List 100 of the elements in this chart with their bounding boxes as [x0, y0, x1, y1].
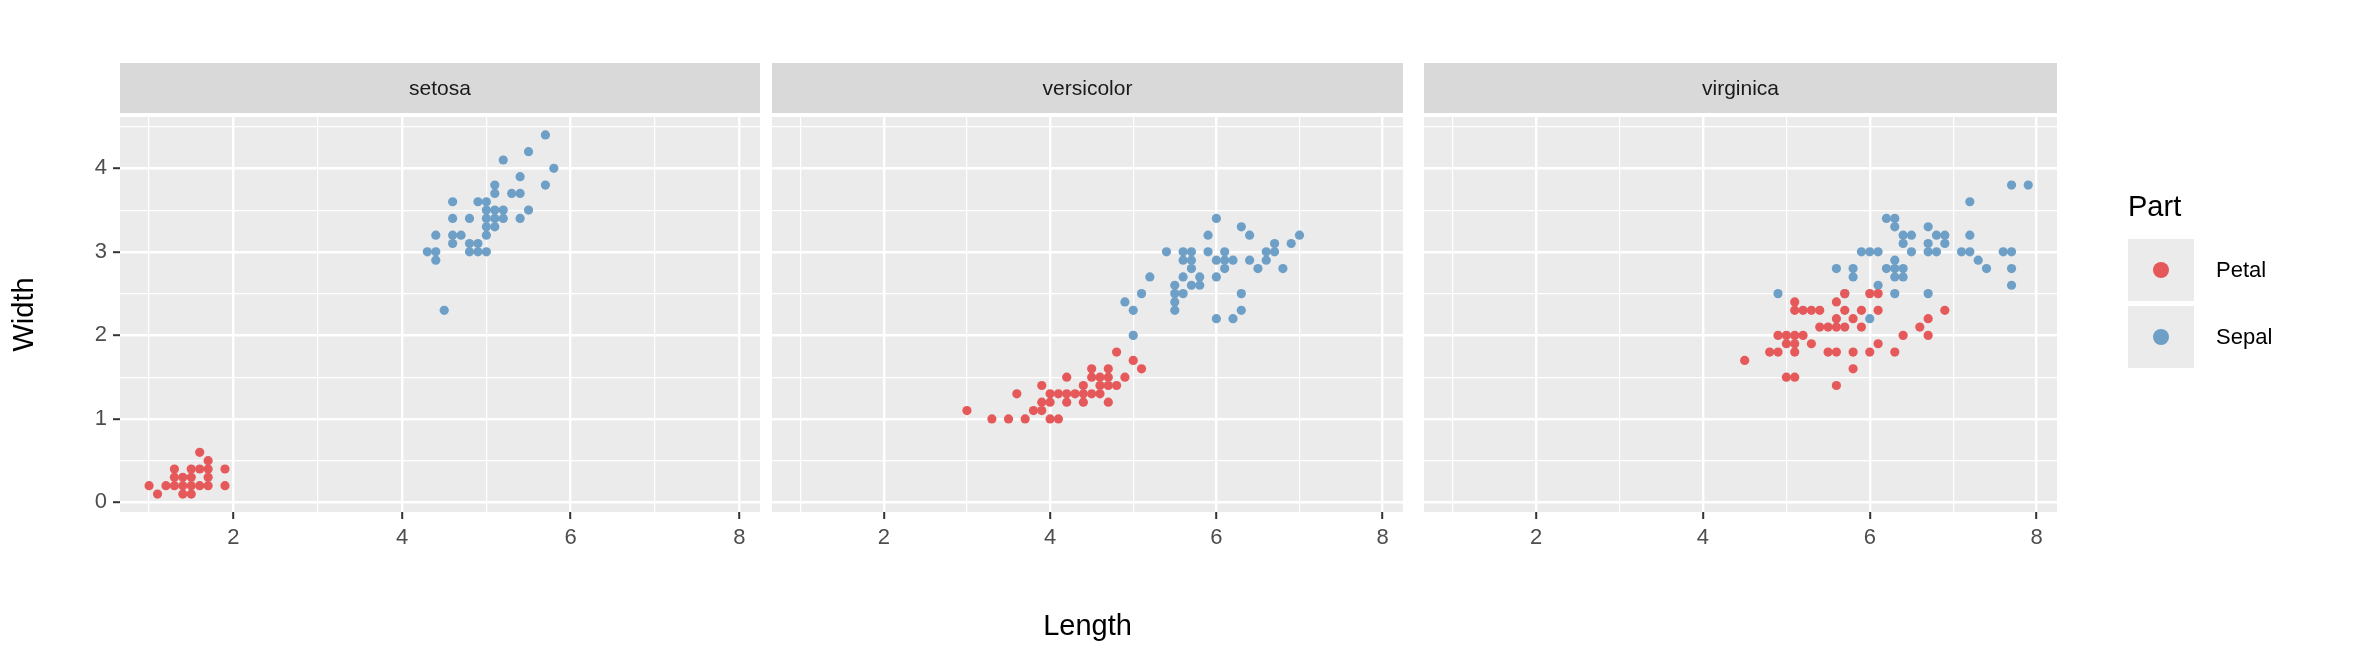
point	[1062, 389, 1072, 399]
point	[1856, 305, 1867, 315]
point	[1998, 247, 2008, 257]
point	[1211, 255, 1221, 265]
point	[422, 247, 432, 257]
point	[498, 155, 508, 165]
point	[1890, 222, 1900, 232]
point	[987, 414, 997, 424]
point	[1203, 230, 1213, 240]
point	[1112, 380, 1122, 391]
point	[431, 255, 441, 265]
point	[1170, 297, 1180, 307]
point	[1840, 322, 1850, 332]
point	[1128, 305, 1138, 315]
point	[1211, 314, 1221, 324]
point	[1078, 397, 1088, 407]
point	[1831, 322, 1842, 332]
point	[1831, 297, 1842, 307]
x-tick-label: 6	[1863, 524, 1876, 550]
point	[1245, 255, 1255, 265]
point	[448, 230, 458, 240]
point	[464, 247, 475, 257]
point	[1940, 305, 1950, 315]
point	[1923, 330, 1933, 340]
chart-title: virginica	[1424, 63, 2057, 113]
point	[1898, 238, 1908, 249]
point	[1831, 314, 1842, 324]
point	[1145, 272, 1155, 282]
point	[448, 197, 458, 207]
point	[1103, 397, 1113, 407]
point	[540, 130, 550, 140]
point	[1178, 255, 1188, 265]
point	[169, 481, 179, 491]
point	[1203, 247, 1213, 257]
x-tick-label: 2	[877, 524, 890, 550]
point	[1790, 297, 1800, 307]
point	[1848, 347, 1858, 357]
point	[1856, 322, 1867, 332]
point	[1890, 289, 1900, 299]
point	[1931, 247, 1942, 257]
point	[1956, 247, 1967, 257]
y-axis-title: Width	[7, 277, 40, 352]
x-tick-label: 4	[395, 524, 409, 550]
point	[1965, 230, 1975, 240]
point	[1078, 389, 1088, 399]
point	[1973, 255, 1983, 265]
point	[1228, 314, 1238, 324]
point	[439, 305, 449, 315]
point	[1220, 263, 1230, 274]
point	[1053, 389, 1063, 399]
point	[1103, 364, 1113, 374]
point	[1981, 263, 1992, 274]
point	[490, 213, 500, 224]
point	[2006, 280, 2017, 290]
point	[1095, 389, 1105, 399]
point	[473, 238, 483, 249]
point	[1186, 247, 1197, 257]
point	[1178, 247, 1188, 257]
point	[203, 472, 213, 482]
point	[1278, 263, 1288, 274]
point	[1865, 347, 1875, 357]
point	[1848, 263, 1858, 274]
point	[1186, 263, 1197, 274]
point	[1740, 355, 1750, 366]
point	[1261, 255, 1271, 265]
point	[178, 472, 188, 482]
point	[1923, 314, 1933, 324]
point	[1236, 305, 1246, 315]
point	[1798, 330, 1808, 340]
point	[1178, 272, 1188, 282]
point	[1923, 222, 1933, 232]
point	[1865, 247, 1875, 257]
point	[1773, 330, 1783, 340]
point	[1831, 380, 1842, 391]
point	[1195, 272, 1205, 282]
point	[1765, 347, 1775, 357]
point	[515, 172, 525, 182]
point	[1790, 372, 1800, 382]
point	[1087, 372, 1097, 382]
point	[523, 205, 534, 215]
chart-title: versicolor	[772, 63, 1403, 113]
point	[1881, 213, 1892, 224]
point	[1815, 322, 1825, 332]
point	[1012, 389, 1022, 399]
point	[490, 188, 500, 199]
point	[540, 180, 550, 190]
legend-title: Part	[2128, 190, 2183, 223]
point	[1815, 305, 1825, 315]
point	[1831, 263, 1842, 274]
point	[464, 238, 475, 249]
point	[1781, 330, 1791, 340]
x-tick-label: 2	[1530, 524, 1543, 550]
point	[1112, 347, 1122, 357]
y-tick-label: 1	[94, 404, 107, 430]
point	[1245, 230, 1255, 240]
point	[186, 464, 196, 474]
x-tick-label: 6	[1210, 524, 1223, 550]
point	[481, 230, 491, 240]
point	[1923, 238, 1933, 249]
point	[481, 205, 491, 215]
